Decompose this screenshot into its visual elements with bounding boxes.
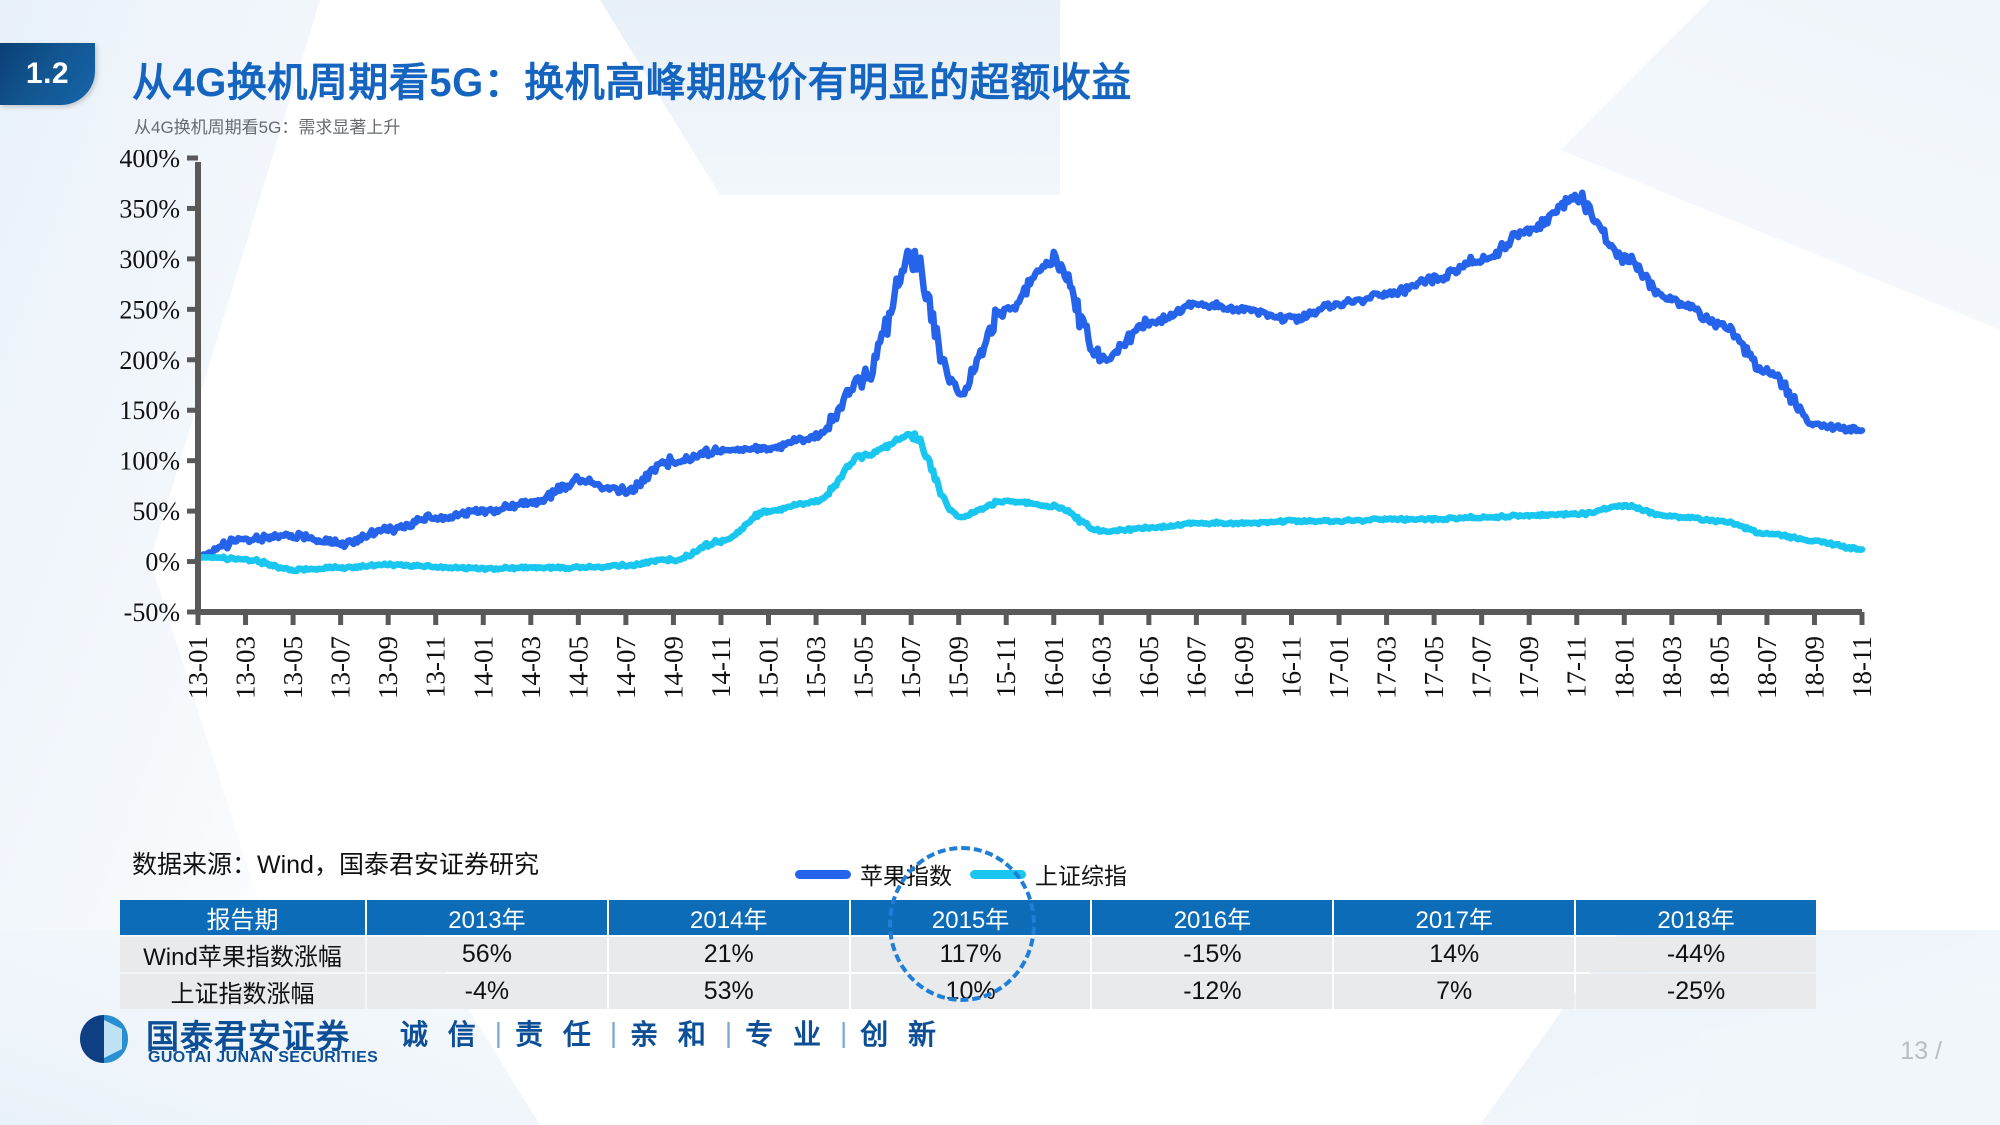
y-tick-label: 100% [120, 447, 180, 476]
slogan-word: 亲 和 [630, 1019, 712, 1050]
y-tick-label: 300% [120, 245, 180, 274]
x-tick-label: 17-11 [1562, 636, 1592, 698]
slogan-separator: | [494, 1017, 503, 1048]
table-header-cell: 2014年 [608, 900, 849, 935]
x-tick-label: 17-09 [1514, 636, 1544, 699]
legend-swatch-apple [795, 869, 851, 879]
x-tick-label: 14-05 [563, 636, 593, 699]
table-cell: 117% [850, 937, 1091, 972]
x-tick-label: 13-09 [373, 636, 403, 699]
x-tick-label: 18-03 [1657, 636, 1687, 699]
slogan-word: 创 新 [860, 1019, 943, 1050]
x-tick-label: 13-05 [278, 636, 308, 699]
x-tick-label: 16-05 [1134, 636, 1164, 699]
company-slogan: 诚 信 | 责 任 | 亲 和 | 专 业 | 创 新 [400, 1013, 942, 1053]
x-tick-label: 18-09 [1799, 636, 1829, 699]
x-tick-label: 13-01 [183, 636, 213, 699]
x-tick-label: 13-03 [231, 636, 261, 699]
line-chart: -50% 0% 50% 100% 150% 200% 250% 300% 350% 400% 13-… [120, 150, 1880, 780]
x-tick-label: 15-03 [801, 636, 831, 699]
x-tick-label: 18-11 [1847, 636, 1877, 698]
x-tick-label: 14-01 [468, 636, 498, 699]
page-title: 从4G换机周期看5G：换机高峰期股价有明显的超额收益 [132, 61, 1132, 105]
y-tick-label: 400% [120, 150, 180, 173]
y-tick-label: 150% [120, 396, 180, 425]
y-tick-label: -50% [124, 598, 180, 627]
data-source-note: 数据来源：Wind，国泰君安证券研究 [132, 851, 539, 879]
slogan-word: 专 业 [745, 1019, 827, 1050]
section-number-badge: 1.2 [0, 43, 95, 105]
table-cell: 14% [1334, 937, 1575, 972]
x-tick-label: 18-05 [1704, 636, 1734, 699]
x-tick-label: 15-07 [896, 636, 926, 699]
x-tick-label: 13-07 [326, 636, 356, 699]
table-cell: -44% [1576, 937, 1816, 972]
x-tick-label: 15-01 [754, 636, 784, 699]
table-cell: -12% [1092, 974, 1333, 1009]
x-tick-label: 14-09 [658, 636, 688, 699]
table-header-cell: 2013年 [367, 900, 607, 935]
y-tick-label: 200% [120, 346, 180, 375]
x-tick-label: 16-07 [1181, 636, 1211, 699]
table-header-row: 报告期 2013年 2014年 2015年 2016年 2017年 2018年 [120, 900, 1816, 935]
slogan-word: 诚 信 [400, 1019, 482, 1050]
section-number-label: 1.2 [25, 57, 70, 90]
company-name-en: GUOTAI JUNAN SECURITIES [148, 1049, 379, 1066]
legend-label-sse: 上证综指 [1035, 863, 1127, 889]
x-tick-label: 15-09 [944, 636, 974, 699]
x-tick-label: 14-07 [611, 636, 641, 699]
series-line-sse [194, 430, 1866, 575]
table-cell: 53% [608, 974, 849, 1009]
x-tick-label: 15-11 [991, 636, 1021, 698]
returns-table: 报告期 2013年 2014年 2015年 2016年 2017年 2018年 … [118, 898, 1818, 1011]
table-cell: -4% [367, 974, 607, 1009]
x-tick-label: 16-01 [1039, 636, 1069, 699]
table-cell: 21% [608, 937, 849, 972]
x-tick-label: 17-01 [1324, 636, 1354, 699]
y-tick-label: 350% [120, 194, 180, 223]
table-cell: 56% [367, 937, 607, 972]
table-row-label: 上证指数涨幅 [120, 974, 365, 1009]
table-cell: -25% [1576, 974, 1816, 1009]
legend-swatch-sse [970, 869, 1026, 879]
slogan-separator: | [609, 1017, 618, 1048]
x-tick-label: 16-03 [1086, 636, 1116, 699]
page-number: 13 / [1900, 1037, 1942, 1065]
y-tick-label: 50% [132, 497, 180, 526]
x-tick-label: 18-01 [1609, 636, 1639, 699]
x-tick-label: 16-11 [1276, 636, 1306, 698]
y-tick-label: 0% [145, 548, 180, 577]
table-header-cell: 2017年 [1334, 900, 1575, 935]
legend-label-apple: 苹果指数 [860, 863, 952, 889]
table-row: Wind苹果指数涨幅 56% 21% 117% -15% 14% -44% [120, 937, 1816, 972]
table-header-cell: 2016年 [1092, 900, 1333, 935]
page-subtitle: 从4G换机周期看5G：需求显著上升 [134, 118, 401, 137]
x-tick-label: 14-03 [516, 636, 546, 699]
table-header-cell: 2018年 [1576, 900, 1816, 935]
table-cell: -15% [1092, 937, 1333, 972]
company-logo-icon [80, 1015, 128, 1063]
x-tick-label: 17-07 [1467, 636, 1497, 699]
table-header-cell: 报告期 [120, 900, 365, 935]
y-tick-label: 250% [120, 295, 180, 324]
x-tick-label: 17-05 [1419, 636, 1449, 699]
x-tick-label: 14-11 [706, 636, 736, 698]
x-tick-label: 18-07 [1752, 636, 1782, 699]
chart-legend: 苹果指数 上证综指 [795, 857, 1127, 891]
x-tick-label: 16-09 [1229, 636, 1259, 699]
slogan-word: 责 任 [515, 1019, 597, 1050]
series-line-apple [194, 189, 1866, 562]
table-row-label: Wind苹果指数涨幅 [120, 937, 365, 972]
chart-svg: -50% 0% 50% 100% 150% 200% 250% 300% 350% 400% 13-… [120, 150, 1877, 699]
table-header-cell: 2015年 [850, 900, 1091, 935]
table-cell: 7% [1334, 974, 1575, 1009]
x-tick-label: 13-11 [421, 636, 451, 698]
slogan-separator: | [839, 1017, 848, 1048]
x-tick-label: 15-05 [849, 636, 879, 699]
company-name-cn: 国泰君安证券 [146, 1018, 350, 1055]
legend-item-sse: 上证综指 [970, 857, 1127, 891]
slogan-separator: | [724, 1017, 733, 1048]
x-tick-label: 17-03 [1372, 636, 1402, 699]
legend-item-apple: 苹果指数 [795, 857, 952, 891]
